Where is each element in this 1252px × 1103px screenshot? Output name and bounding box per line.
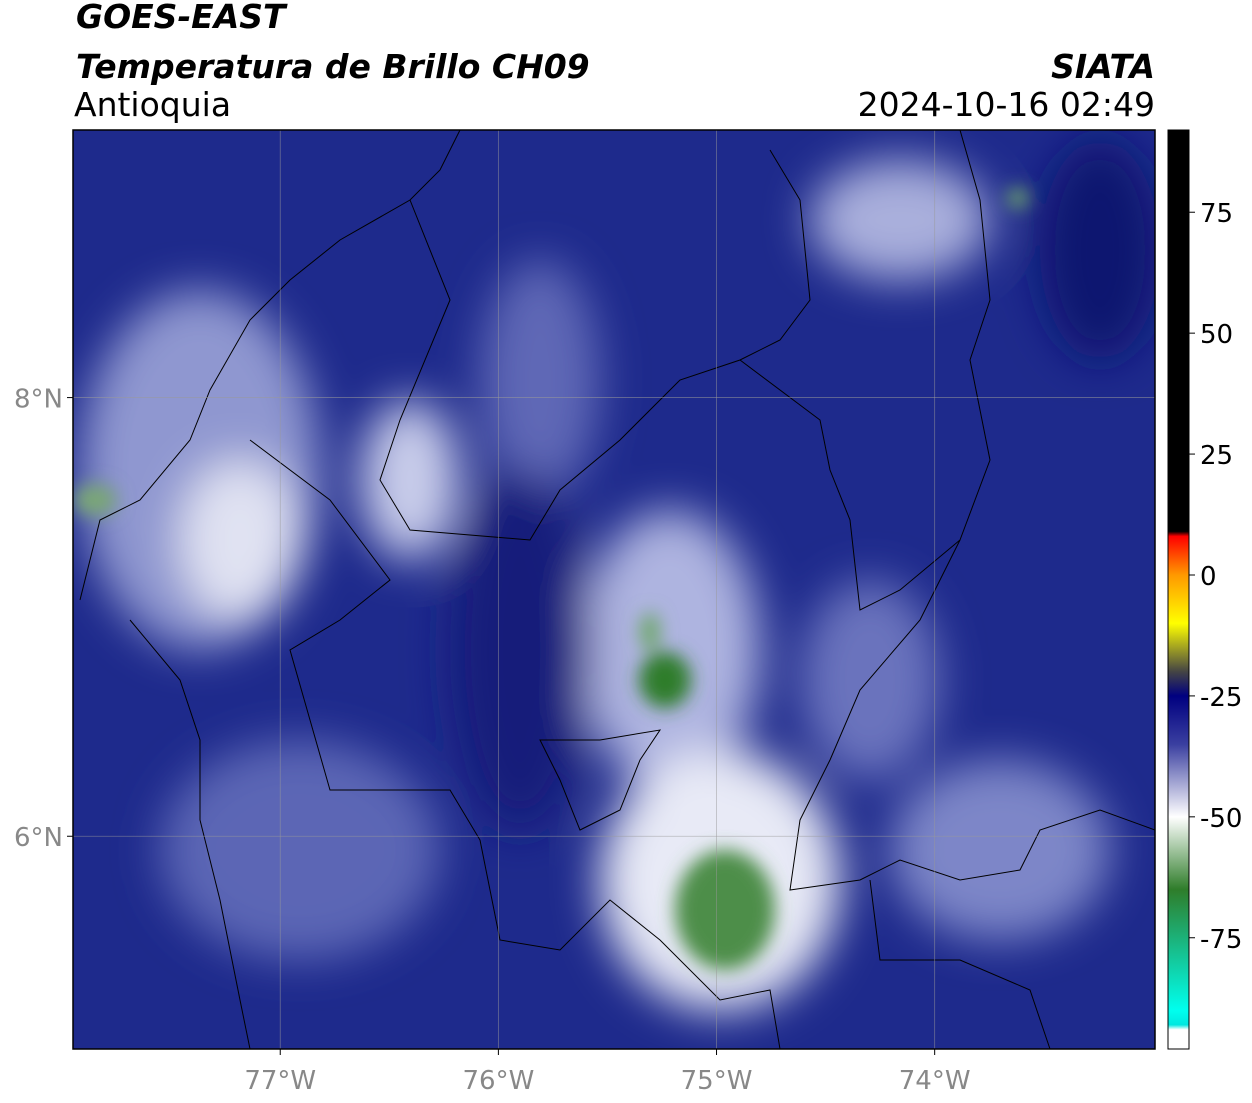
cloud [160,740,440,960]
cold-top [73,484,117,516]
border [79,130,461,601]
lon-tick-label: 75°W [681,1066,753,1096]
colorbar-tick-label: -75 [1200,925,1242,955]
graticule [73,130,1155,1049]
cloud [360,400,460,560]
region: Antioquia [74,85,231,124]
cloud [580,510,760,790]
colorbar [1167,129,1190,1050]
cloud [890,760,1110,940]
lon-tick-label: 76°W [462,1066,534,1096]
title: GOES-EAST [76,0,288,36]
borders [79,130,1155,1049]
cold-top [1007,188,1029,208]
border [739,130,991,611]
border [129,619,251,1049]
cloud [180,460,300,620]
colorbar-tick-label: 50 [1200,320,1233,350]
cold-top [640,612,660,652]
cloud [810,160,990,280]
source: SIATA [1051,47,1155,86]
cloud [1040,140,1155,360]
map [73,130,1155,1049]
colorbar-tick-label: 0 [1200,562,1217,592]
lon-tick-label: 74°W [899,1066,971,1096]
colorbar-tick-label: 25 [1200,441,1233,471]
border [789,539,1155,891]
cloud [450,470,590,830]
colorbar-tick-label: -25 [1200,683,1242,713]
border [539,729,662,831]
border [869,879,1051,1049]
colorbar-tick-label: -50 [1200,804,1242,834]
colorbar-tick-label: 75 [1200,199,1233,229]
subtitle: Temperatura de Brillo CH09 [76,47,590,86]
border [379,149,811,541]
cold-top [675,850,775,970]
border [249,439,781,1049]
datetime: 2024-10-16 02:49 [858,85,1155,124]
lat-tick-label: 6°N [14,823,63,853]
cloud [480,260,600,500]
lat-tick-label: 8°N [14,385,63,415]
lon-tick-label: 77°W [244,1066,316,1096]
cloud [800,580,940,780]
cold-top [639,652,691,708]
map-frame [72,129,1156,1050]
cold-tops [73,188,1029,970]
